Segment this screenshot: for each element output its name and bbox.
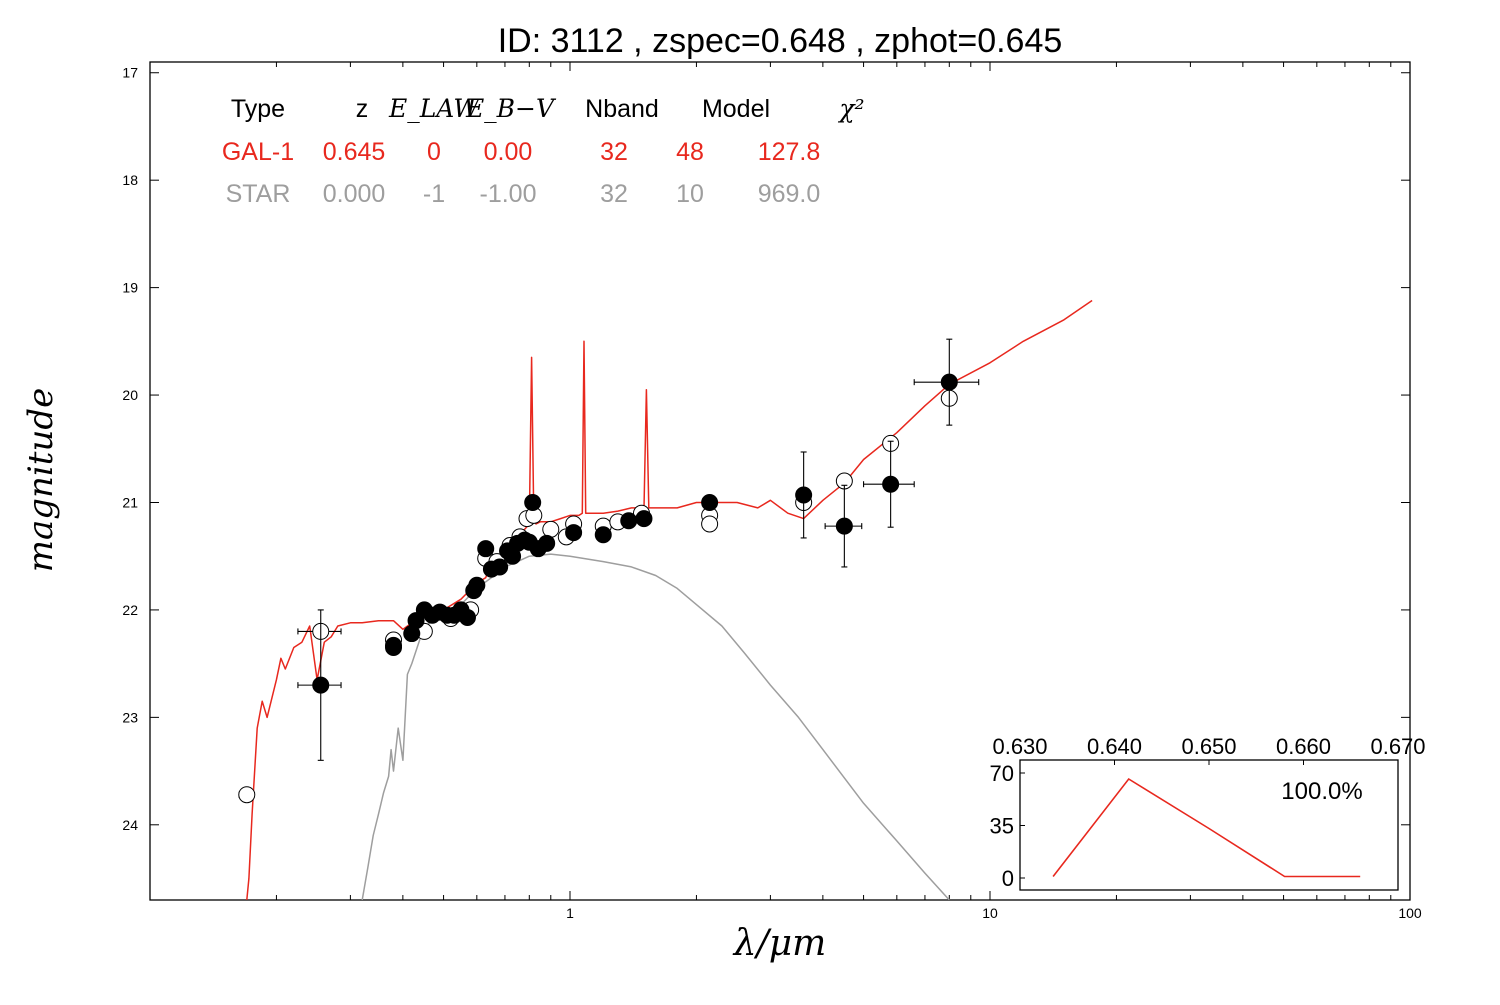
table-cell: 0 bbox=[427, 138, 441, 166]
observed-point bbox=[635, 510, 653, 528]
observed-point bbox=[882, 475, 900, 493]
observed-point bbox=[594, 526, 612, 544]
observed-point bbox=[458, 608, 476, 626]
y-tick-label: 18 bbox=[122, 172, 138, 188]
table-cell: 0.645 bbox=[323, 138, 386, 166]
table-cell: 0.000 bbox=[323, 180, 386, 208]
table-header: Type bbox=[231, 95, 285, 123]
observed-point bbox=[477, 540, 495, 558]
series-layer bbox=[238, 299, 1093, 900]
inset-y-tick-label: 35 bbox=[990, 814, 1014, 839]
inset-pdf-line bbox=[1052, 777, 1361, 878]
table-cell: STAR bbox=[226, 180, 291, 208]
observed-point bbox=[468, 576, 486, 594]
model-point bbox=[542, 520, 560, 538]
table-cell: 32 bbox=[600, 180, 628, 208]
x-tick-label: 100 bbox=[1398, 905, 1422, 921]
table-cell: -1.00 bbox=[480, 180, 537, 208]
table-header: E_LAW bbox=[388, 94, 481, 123]
observed-point bbox=[524, 493, 542, 511]
main-axis-ticks bbox=[149, 62, 1410, 900]
observed-point bbox=[835, 517, 853, 535]
y-tick-label: 24 bbox=[122, 817, 138, 833]
inset-x-tick-label: 0.650 bbox=[1181, 734, 1236, 759]
inset-annotation: 100.0% bbox=[1281, 778, 1362, 805]
observed-point bbox=[701, 493, 719, 511]
inset-x-tick-label: 0.660 bbox=[1276, 734, 1331, 759]
table-cell: 969.0 bbox=[758, 180, 821, 208]
x-tick-label: 1 bbox=[566, 905, 574, 921]
y-tick-label: 17 bbox=[122, 65, 138, 81]
observed-point bbox=[385, 639, 403, 657]
table-cell: GAL-1 bbox=[222, 138, 294, 166]
table-header: Model bbox=[702, 95, 770, 123]
table-cell: 0.00 bbox=[484, 138, 533, 166]
table-header: Nband bbox=[585, 95, 659, 123]
x-axis-label: λ/μm bbox=[732, 923, 826, 964]
y-tick-label: 20 bbox=[122, 387, 138, 403]
x-tick-labels: 1 10 100 bbox=[566, 905, 1422, 921]
inset-x-tick-label: 0.640 bbox=[1087, 734, 1142, 759]
table-cell: 127.8 bbox=[758, 138, 821, 166]
model-point bbox=[701, 515, 719, 533]
observed-point bbox=[312, 676, 330, 694]
table-cell: 48 bbox=[676, 138, 704, 166]
inset-frame bbox=[1019, 759, 1399, 891]
inset-y-tick-label: 70 bbox=[990, 761, 1014, 786]
main-plot-content bbox=[238, 299, 1093, 900]
model-point bbox=[238, 786, 256, 804]
y-tick-label: 22 bbox=[122, 602, 138, 618]
observed-point bbox=[620, 512, 638, 530]
y-tick-label: 21 bbox=[122, 494, 138, 510]
table-header: z bbox=[356, 95, 369, 123]
inset-chart: 0.630 0.640 0.650 0.660 0.670 0 35 70 100.0% bbox=[990, 734, 1426, 891]
x-tick-label: 10 bbox=[982, 905, 998, 921]
inset-y-tick-label: 0 bbox=[1002, 866, 1014, 891]
y-tick-label: 23 bbox=[122, 709, 138, 725]
table-header: χ² bbox=[837, 94, 864, 123]
y-tick-labels: 17 18 19 20 21 22 23 24 bbox=[122, 65, 138, 833]
observed-point bbox=[491, 558, 509, 576]
y-tick-label: 19 bbox=[122, 280, 138, 296]
observed-point bbox=[940, 373, 958, 391]
table-cell: 10 bbox=[676, 180, 704, 208]
y-axis-label: magnitude bbox=[21, 388, 61, 573]
table-header: E_B−V bbox=[465, 94, 557, 123]
table-cell: 32 bbox=[600, 138, 628, 166]
observed-point bbox=[795, 486, 813, 504]
observed-point bbox=[565, 524, 583, 542]
chart-title: ID: 3112 , zspec=0.648 , zphot=0.645 bbox=[498, 22, 1063, 60]
inset-x-tick-label: 0.670 bbox=[1370, 734, 1425, 759]
inset-x-tick-label: 0.630 bbox=[992, 734, 1047, 759]
table-cell: -1 bbox=[423, 180, 445, 208]
observed-point bbox=[538, 534, 556, 552]
